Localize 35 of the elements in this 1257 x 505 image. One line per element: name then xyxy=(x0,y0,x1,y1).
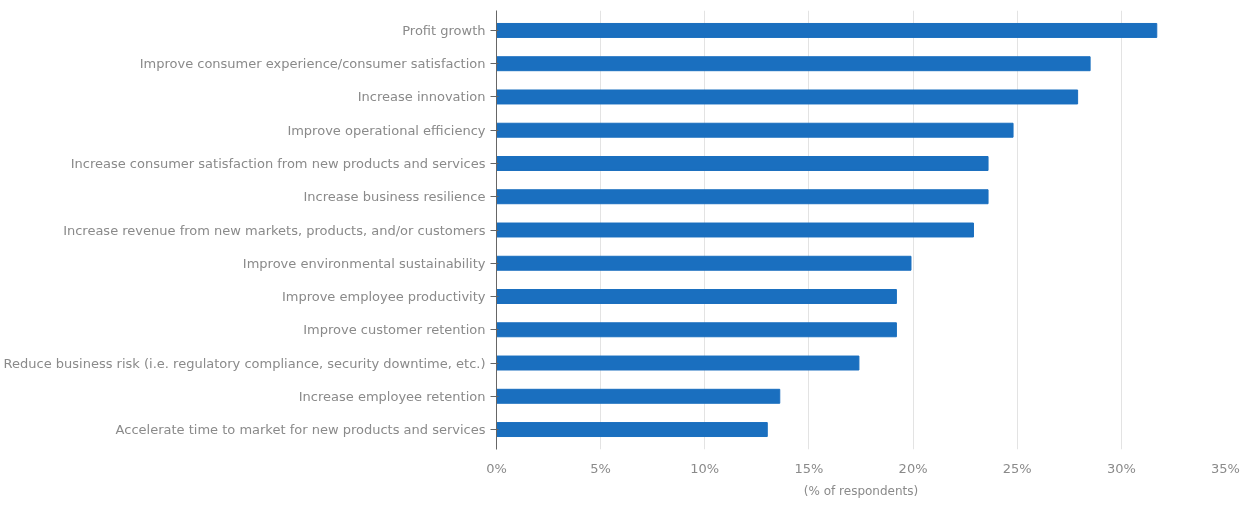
bar xyxy=(496,156,989,171)
x-axis-title: (% of respondents) xyxy=(803,483,919,498)
x-tick-label: 15% xyxy=(794,460,824,476)
bar xyxy=(496,56,1091,72)
y-tick-label: Improve operational efficiency xyxy=(287,122,486,138)
bar xyxy=(496,388,781,404)
y-tick-label: Reduce business risk (i.e. regulatory compliance, security downtime, etc.) xyxy=(3,355,486,371)
bar xyxy=(496,355,860,371)
y-tick-label: Improve environmental sustainability xyxy=(242,255,486,271)
y-tick-label: Improve employee productivity xyxy=(281,289,486,305)
y-tick-label: Improve consumer experience/consumer satisfaction xyxy=(139,56,486,72)
y-tick-label: Increase consumer satisfaction from new products and services xyxy=(70,155,486,171)
x-tick-label: 20% xyxy=(898,460,928,476)
x-tick-label: 30% xyxy=(1106,460,1136,476)
y-tick-label: Improve customer retention xyxy=(303,322,486,338)
bar xyxy=(496,189,989,205)
x-tick-label: 0% xyxy=(486,460,507,476)
x-tick-label: 5% xyxy=(590,460,611,476)
x-tick-label: 35% xyxy=(1211,460,1240,476)
bar xyxy=(496,255,912,271)
x-tick-label: 10% xyxy=(690,460,720,476)
bar xyxy=(496,422,768,438)
x-tick-label: 25% xyxy=(1002,460,1032,476)
y-tick-label: Increase employee retention xyxy=(298,388,486,404)
bar xyxy=(496,289,897,304)
bar xyxy=(496,122,1014,138)
bar xyxy=(496,22,1158,38)
bar xyxy=(496,222,974,238)
bar xyxy=(496,89,1079,105)
bar xyxy=(496,322,897,338)
y-tick-label: Increase business resilience xyxy=(303,189,486,205)
y-tick-label: Increase innovation xyxy=(357,89,486,105)
y-tick-label: Profit growth xyxy=(402,22,486,38)
y-tick-label: Accelerate time to market for new products and services xyxy=(115,422,486,438)
y-tick-label: Increase revenue from new markets, products, and/or customers xyxy=(63,222,486,238)
